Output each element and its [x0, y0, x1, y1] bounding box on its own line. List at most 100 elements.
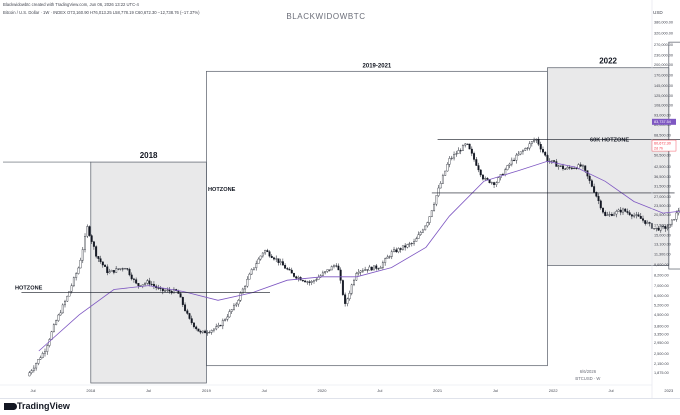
candle [259, 255, 262, 260]
candle [381, 262, 384, 268]
candle [275, 258, 278, 260]
candle [466, 143, 469, 145]
candle [64, 300, 66, 306]
candle [255, 263, 258, 269]
candle [646, 222, 649, 224]
candle [504, 169, 507, 176]
hotzone-label: HOTZONE [15, 286, 43, 292]
candle [335, 265, 338, 267]
y-tick-label: 9,600.00 [654, 263, 669, 267]
hotzone-label: 60K HOTZONE [590, 138, 629, 144]
candle [441, 175, 444, 184]
candle [144, 283, 147, 285]
chart-credit: Blackwidowbtc created with TradingView.c… [3, 2, 139, 7]
candle [408, 243, 411, 245]
candle [52, 324, 55, 332]
cycle-box-3 [668, 41, 680, 270]
candle [90, 235, 93, 242]
candle [219, 325, 222, 327]
y-tick-label: 125,000.00 [654, 94, 673, 98]
y-tick-label: 50,500.00 [654, 154, 671, 158]
candle [608, 214, 611, 216]
candle [192, 322, 195, 328]
candle [604, 211, 607, 216]
candle [344, 294, 347, 304]
candle [648, 222, 651, 224]
y-tick-label: 108,000.00 [654, 103, 673, 107]
candle [37, 359, 40, 364]
candle [401, 245, 404, 250]
candle [364, 269, 367, 271]
y-tick-label: 11,300.00 [654, 252, 671, 256]
candle [417, 234, 420, 239]
candle [57, 314, 60, 321]
candle [373, 265, 375, 271]
candle [273, 257, 275, 260]
candle [172, 289, 175, 294]
candle [346, 298, 349, 304]
candle [230, 309, 233, 312]
candle [630, 214, 633, 217]
x-tick-label: 2020 [318, 388, 328, 393]
y-tick-label: 1,875.00 [654, 371, 669, 375]
candle [237, 300, 240, 305]
candle [368, 266, 371, 271]
candle [513, 159, 516, 161]
candle [166, 289, 169, 291]
candle [515, 154, 518, 161]
candle [653, 228, 656, 230]
candle [468, 143, 471, 150]
candle [426, 222, 429, 227]
candle [261, 252, 264, 257]
candle [541, 149, 544, 153]
candle [117, 268, 120, 270]
candle [86, 226, 89, 237]
candle [524, 148, 527, 151]
candle [241, 288, 244, 294]
candle [553, 160, 556, 162]
candle [479, 169, 482, 176]
candle [486, 178, 489, 180]
candle [433, 203, 436, 211]
x-tick-label: 2021 [433, 388, 443, 393]
candle [566, 167, 569, 170]
candle [217, 325, 220, 327]
candle [121, 268, 124, 270]
candle [637, 214, 640, 217]
candle [81, 249, 84, 261]
candle [46, 345, 49, 352]
candle [533, 140, 536, 142]
tradingview-logo[interactable]: TradingView [4, 401, 70, 411]
x-tick-label: Jul [493, 388, 498, 393]
candle [226, 316, 229, 320]
candle [235, 303, 238, 306]
candle [210, 330, 213, 333]
candle [333, 265, 335, 267]
y-tick-label: 27,000.00 [654, 195, 671, 199]
candle [161, 288, 164, 292]
candle [179, 293, 182, 298]
y-tick-label: 380,000.00 [654, 20, 673, 24]
candle [584, 165, 587, 171]
y-axis: 380,000.00 320,000.00 270,000.00 230,000.00… [651, 0, 673, 398]
candle [477, 165, 480, 171]
candle [419, 232, 422, 235]
candle [633, 215, 636, 217]
candle [444, 170, 447, 176]
candle [495, 182, 498, 185]
candle [304, 280, 307, 283]
candle [613, 213, 616, 216]
candle [622, 208, 624, 213]
candle [550, 160, 553, 162]
hotzone-label: HOTZONE [208, 187, 236, 193]
y-tick-label: 3,350.00 [654, 333, 669, 337]
y-tick-label: 270,000.00 [654, 43, 673, 47]
candle [664, 226, 667, 229]
candle [588, 175, 591, 181]
cycle-box-2 [547, 67, 670, 266]
candle [95, 246, 98, 257]
candle [655, 227, 658, 229]
candle [490, 182, 493, 184]
tradingview-mark-icon [4, 402, 17, 410]
